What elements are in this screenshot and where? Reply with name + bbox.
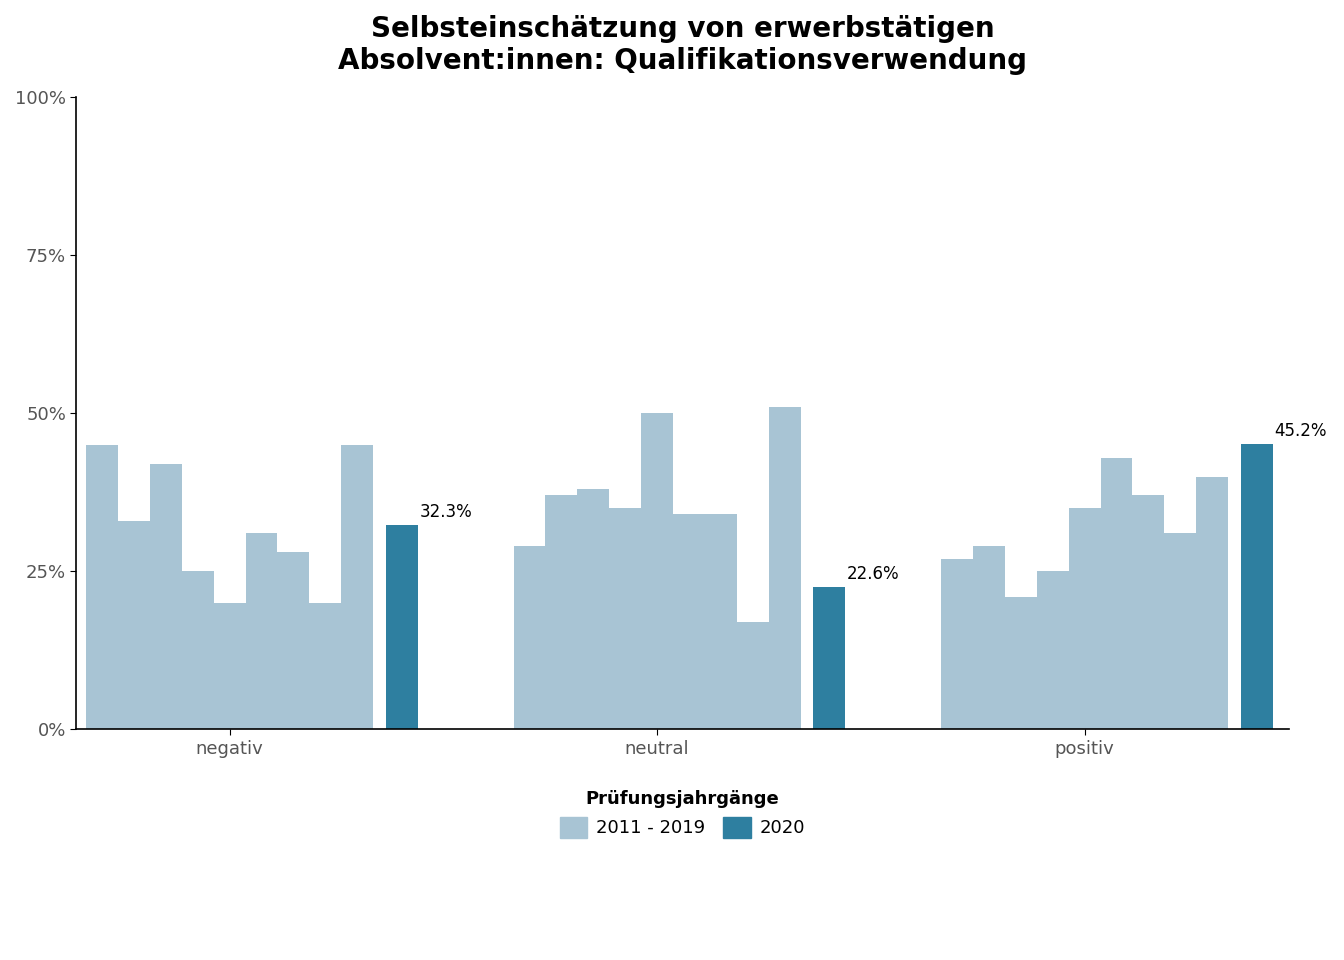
Bar [309, 603, 341, 730]
Bar [86, 444, 118, 730]
Title: Selbsteinschätzung von erwerbstätigen
Absolvent:innen: Qualifikationsverwendung: Selbsteinschätzung von erwerbstätigen Ab… [339, 15, 1027, 76]
Bar [181, 571, 214, 730]
Bar [737, 622, 769, 730]
Bar [609, 508, 641, 730]
Bar [214, 603, 246, 730]
Bar [641, 414, 673, 730]
Bar [246, 534, 277, 730]
Bar [673, 515, 706, 730]
Bar [1101, 458, 1133, 730]
Bar [941, 559, 973, 730]
Bar [118, 520, 149, 730]
Bar [1068, 508, 1101, 730]
Bar [1164, 534, 1196, 730]
Bar [386, 525, 418, 730]
Bar [341, 444, 374, 730]
Bar [1196, 476, 1228, 730]
Bar [149, 464, 181, 730]
Text: 32.3%: 32.3% [419, 503, 472, 521]
Bar [578, 490, 609, 730]
Bar [1133, 495, 1164, 730]
Text: 22.6%: 22.6% [847, 564, 899, 583]
Bar [277, 552, 309, 730]
Bar [513, 546, 546, 730]
Text: 45.2%: 45.2% [1274, 421, 1327, 440]
Bar [546, 495, 578, 730]
Bar [769, 407, 801, 730]
Bar [1005, 596, 1036, 730]
Bar [1241, 444, 1273, 730]
Bar [813, 587, 845, 730]
Legend: 2011 - 2019, 2020: 2011 - 2019, 2020 [551, 780, 814, 847]
Bar [1036, 571, 1068, 730]
Bar [973, 546, 1005, 730]
Bar [706, 515, 737, 730]
